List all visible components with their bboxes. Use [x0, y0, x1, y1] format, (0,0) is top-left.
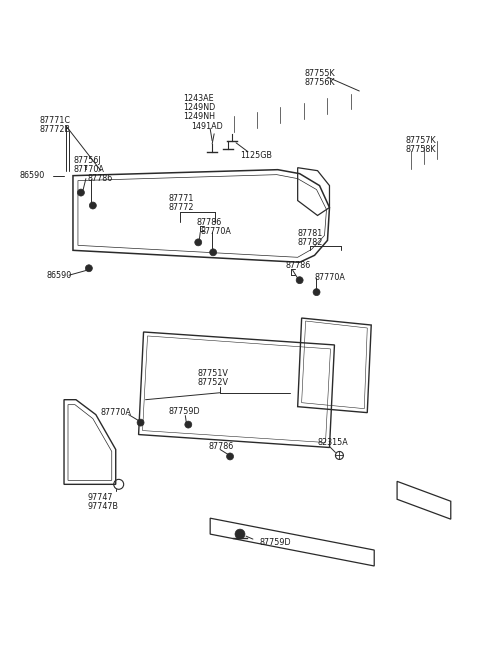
Text: 87770A: 87770A: [74, 165, 105, 174]
Text: 87770A: 87770A: [200, 227, 231, 236]
Text: 87786: 87786: [88, 174, 113, 183]
Text: 87786: 87786: [196, 218, 221, 227]
Text: 97747: 97747: [88, 493, 113, 502]
Text: 1249NH: 1249NH: [183, 113, 216, 121]
Text: 87771C: 87771C: [39, 117, 70, 125]
Text: 87786: 87786: [286, 261, 311, 270]
Text: 1249ND: 1249ND: [183, 103, 216, 113]
Text: 87772B: 87772B: [39, 125, 70, 134]
Text: 87756K: 87756K: [305, 77, 335, 86]
Circle shape: [195, 239, 202, 246]
Text: 87770A: 87770A: [314, 272, 346, 282]
Text: 87759D: 87759D: [168, 407, 200, 416]
Circle shape: [235, 529, 245, 539]
Text: 87752V: 87752V: [197, 379, 228, 387]
Text: 1243AE: 1243AE: [183, 94, 214, 103]
Circle shape: [185, 421, 192, 428]
Text: 1491AD: 1491AD: [192, 122, 223, 132]
Text: 87781: 87781: [298, 229, 323, 238]
Text: 87756J: 87756J: [74, 156, 102, 165]
Text: 86590: 86590: [19, 171, 45, 180]
Circle shape: [296, 276, 303, 284]
Circle shape: [85, 265, 92, 272]
Text: 82315A: 82315A: [318, 438, 348, 447]
Circle shape: [137, 419, 144, 426]
Text: 87751V: 87751V: [197, 369, 228, 379]
Circle shape: [77, 189, 84, 196]
Circle shape: [227, 453, 234, 460]
Text: 87771: 87771: [168, 194, 194, 203]
Text: 1125GB: 1125GB: [240, 151, 272, 160]
Text: 97747B: 97747B: [88, 502, 119, 511]
Text: 87772: 87772: [168, 203, 194, 212]
Circle shape: [313, 289, 320, 295]
Text: 87782: 87782: [298, 238, 323, 247]
Text: 87770A: 87770A: [101, 408, 132, 417]
Text: 87758K: 87758K: [405, 145, 435, 155]
Circle shape: [89, 202, 96, 209]
Text: 86590: 86590: [46, 271, 72, 280]
Text: 87755K: 87755K: [305, 69, 335, 77]
Text: 87759D: 87759D: [260, 538, 291, 546]
Text: 87757K: 87757K: [405, 136, 436, 145]
Circle shape: [210, 249, 216, 256]
Text: 87786: 87786: [208, 442, 233, 451]
